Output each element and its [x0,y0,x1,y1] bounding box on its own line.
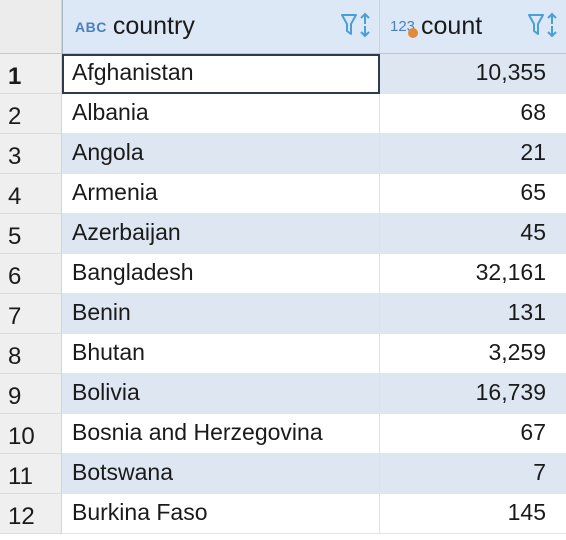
cell-count[interactable]: 7 [380,454,566,494]
row-number[interactable]: 11 [0,454,62,494]
column-header-count[interactable]: 123 count [380,0,566,54]
text-type-icon: ABC [75,18,107,35]
cell-count[interactable]: 3,259 [380,334,566,374]
cell-count[interactable]: 45 [380,214,566,254]
table-row[interactable]: 4 Armenia 65 [0,174,566,214]
table-row[interactable]: 5 Azerbaijan 45 [0,214,566,254]
cell-country[interactable]: Bolivia [62,374,380,414]
cell-count[interactable]: 145 [380,494,566,534]
table-row[interactable]: 9 Bolivia 16,739 [0,374,566,414]
column-label-count: count [421,12,483,40]
cell-country[interactable]: Azerbaijan [62,214,380,254]
cell-country[interactable]: Burkina Faso [62,494,380,534]
row-number[interactable]: 2 [0,94,62,134]
cell-country[interactable]: Armenia [62,174,380,214]
numeric-dot-icon [408,28,419,38]
row-number[interactable]: 5 [0,214,62,254]
row-number[interactable]: 12 [0,494,62,534]
table-row[interactable]: 1 Afghanistan 10,355 [0,54,566,94]
cell-count[interactable]: 131 [380,294,566,334]
row-number[interactable]: 10 [0,414,62,454]
table-row[interactable]: 11 Botswana 7 [0,454,566,494]
cell-country[interactable]: Benin [62,294,380,334]
column-header-country[interactable]: ABC country [62,0,380,54]
cell-count[interactable]: 67 [380,414,566,454]
table-row[interactable]: 8 Bhutan 3,259 [0,334,566,374]
cell-count[interactable]: 65 [380,174,566,214]
table-row[interactable]: 10 Bosnia and Herzegovina 67 [0,414,566,454]
table-row[interactable]: 6 Bangladesh 32,161 [0,254,566,294]
numeric-type-icon: 123 [390,18,419,38]
cell-count[interactable]: 16,739 [380,374,566,414]
sort-icon[interactable] [546,12,558,38]
grid-header: ABC country 123 count [0,0,566,54]
row-number[interactable]: 6 [0,254,62,294]
table-row[interactable]: 2 Albania 68 [0,94,566,134]
filter-icon[interactable] [341,12,357,38]
cell-country[interactable]: Angola [62,134,380,174]
row-number[interactable]: 8 [0,334,62,374]
cell-count[interactable]: 21 [380,134,566,174]
column-label-country: country [112,12,195,40]
cell-country[interactable]: Albania [62,94,380,134]
row-number[interactable]: 4 [0,174,62,214]
cell-country[interactable]: Bhutan [62,334,380,374]
grid-rows: 1 Afghanistan 10,355 2 Albania 68 3 Ango… [0,54,566,534]
cell-country[interactable]: Botswana [62,454,380,494]
grid-corner[interactable] [0,0,62,54]
row-number[interactable]: 9 [0,374,62,414]
filter-icon[interactable] [528,12,544,38]
table-row[interactable]: 3 Angola 21 [0,134,566,174]
cell-count[interactable]: 68 [380,94,566,134]
row-number[interactable]: 3 [0,134,62,174]
sort-icon[interactable] [359,12,371,38]
cell-country[interactable]: Afghanistan [62,54,380,94]
cell-count[interactable]: 32,161 [380,254,566,294]
cell-count[interactable]: 10,355 [380,54,566,94]
table-row[interactable]: 7 Benin 131 [0,294,566,334]
table-row[interactable]: 12 Burkina Faso 145 [0,494,566,534]
row-number[interactable]: 7 [0,294,62,334]
row-number[interactable]: 1 [0,54,62,94]
cell-country[interactable]: Bangladesh [62,254,380,294]
cell-country[interactable]: Bosnia and Herzegovina [62,414,380,454]
